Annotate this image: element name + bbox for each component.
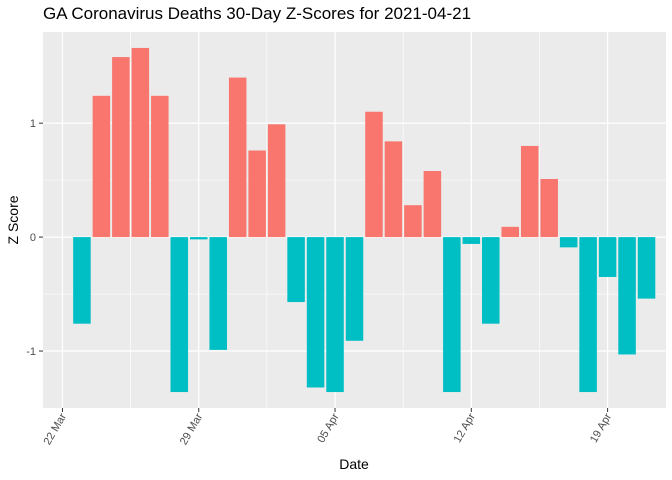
bar [151, 95, 169, 238]
bar [209, 237, 227, 350]
y-axis-label: Z Score [5, 195, 21, 244]
x-tick-label: 19 Apr [588, 411, 614, 445]
bar [423, 171, 442, 238]
bar [73, 237, 91, 324]
bar [267, 124, 286, 238]
bar [404, 205, 422, 238]
bar [520, 145, 539, 238]
bar [306, 237, 325, 388]
bar [540, 178, 558, 238]
bar [287, 237, 305, 303]
bar [248, 150, 266, 238]
chart-title: GA Coronavirus Deaths 30-Day Z-Scores fo… [43, 4, 472, 23]
bar [598, 237, 617, 277]
bar [92, 95, 111, 238]
bars [73, 47, 656, 393]
bar [501, 226, 520, 238]
x-tick-label: 22 Mar [42, 411, 70, 447]
bar [189, 237, 208, 240]
bar [443, 237, 461, 393]
y-tick-label: -1 [26, 346, 36, 358]
bar [579, 237, 597, 393]
y-tick-label: 1 [30, 118, 36, 130]
y-tick-label: 0 [30, 232, 36, 244]
bar [170, 237, 189, 393]
bar [326, 237, 344, 393]
bar [618, 237, 636, 355]
x-tick-label: 29 Mar [178, 411, 206, 447]
bar [637, 237, 656, 299]
bar [131, 47, 150, 238]
x-axis-label: Date [339, 456, 369, 472]
bar [228, 77, 247, 238]
bar [462, 237, 481, 244]
bar [365, 111, 383, 238]
bar [345, 237, 364, 341]
bar [482, 237, 500, 324]
bar [384, 141, 403, 238]
bar [559, 237, 578, 248]
bar [112, 57, 130, 238]
x-tick-label: 12 Apr [452, 411, 478, 445]
x-tick-label: 05 Apr [315, 411, 341, 445]
